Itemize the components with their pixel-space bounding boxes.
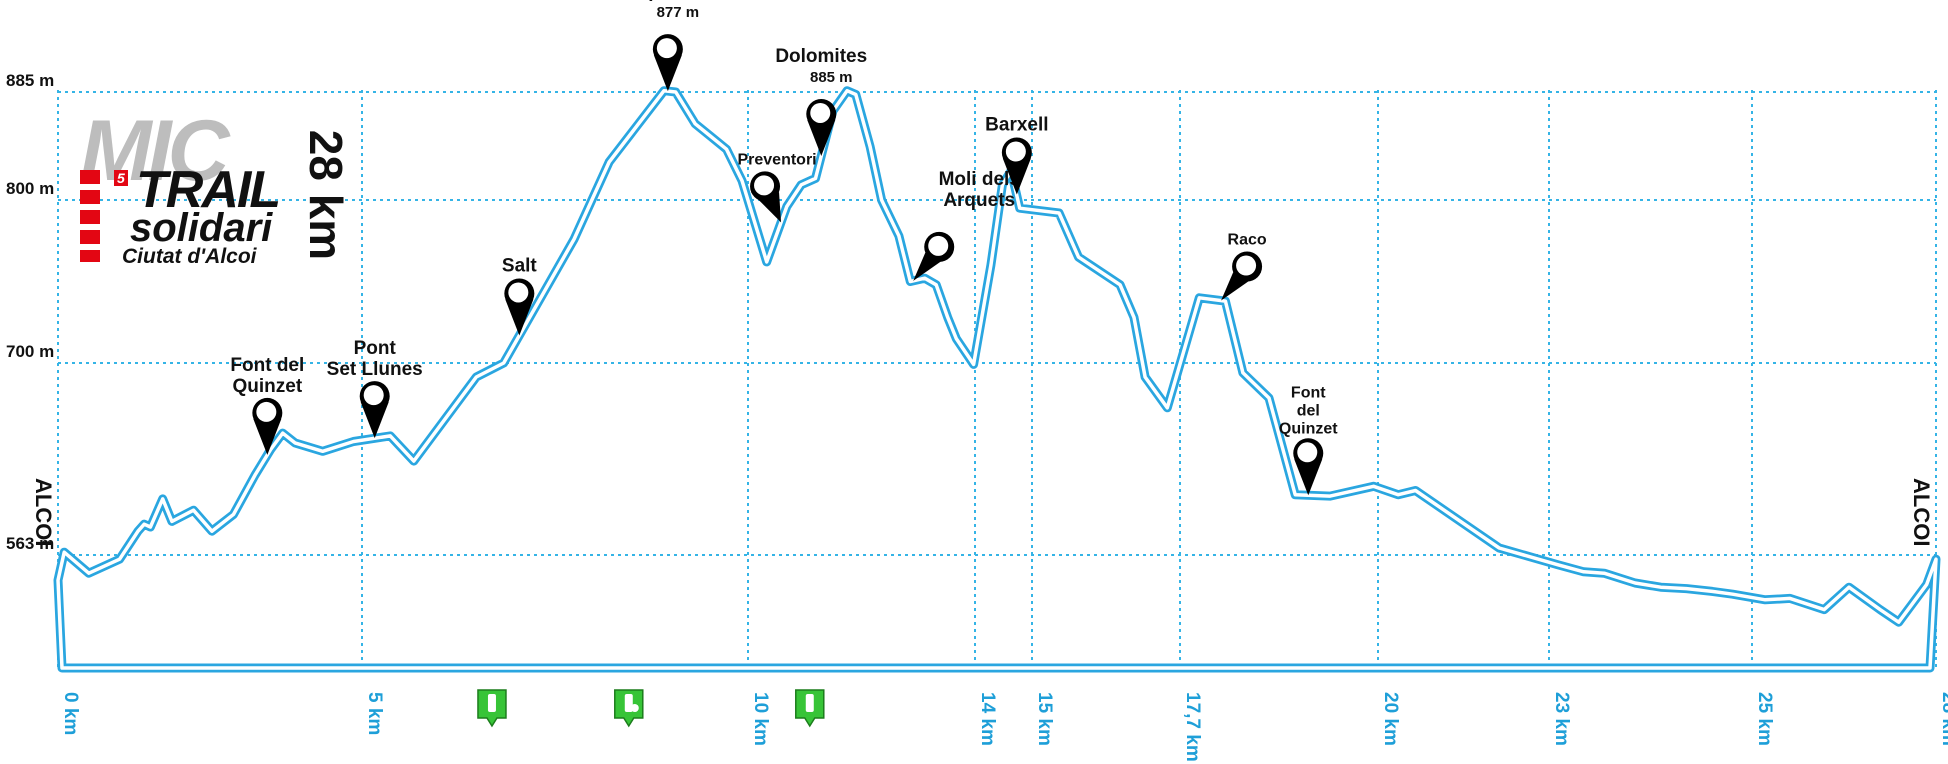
- waypoint-label: Arquets: [943, 190, 1015, 211]
- y-tick-label: 563 m: [6, 534, 54, 553]
- waypoint-label: del: [1297, 402, 1320, 419]
- x-tick-label: 17,7 km: [1182, 692, 1203, 762]
- pin-hole: [1005, 141, 1026, 162]
- waypoint-label: Font: [1291, 384, 1326, 401]
- x-tick-label: 28 km: [1938, 692, 1948, 746]
- distance-text: 28 km: [300, 129, 352, 261]
- x-tick-label: 25 km: [1754, 692, 1775, 746]
- profile-inner-line: [56, 88, 1938, 670]
- waypoint-label: Preventori: [737, 151, 816, 168]
- pin-hole: [928, 235, 949, 256]
- pin-tip: [360, 402, 389, 439]
- waypoint-pin: Preventori: [737, 151, 817, 223]
- logo-solidari: solidari: [130, 206, 273, 250]
- start-finish-labels: ALCOI ALCOI: [31, 478, 1934, 546]
- pin-hole: [754, 175, 775, 196]
- pin-tip: [653, 55, 682, 92]
- pin-tip: [253, 418, 282, 455]
- pin-hole: [363, 385, 384, 406]
- waypoint-label: Set Llunes: [327, 359, 423, 380]
- pin-tip: [1002, 158, 1031, 195]
- waypoint-pin: Raco: [1221, 232, 1267, 301]
- y-axis: 885 m 800 m 700 m 563 m: [6, 71, 54, 553]
- food-station-icon: [614, 689, 644, 728]
- waypoint-pin: Riquer Alt 877 m: [623, 0, 714, 92]
- x-axis: 0 km 5 km 10 km 14 km 15 km 17,7 km 20 km 23 km…: [60, 692, 1948, 762]
- waypoint-label: Salt: [502, 255, 538, 276]
- pin-hole: [1297, 442, 1318, 463]
- water-station-icon: [795, 689, 825, 728]
- logo-stripes: [80, 170, 100, 262]
- elevation-profile: [53, 86, 1941, 673]
- waypoint-label: Quinzet: [1279, 420, 1338, 437]
- waypoint-label: Quinzet: [233, 376, 303, 397]
- pin-hole: [656, 38, 677, 59]
- x-tick-label: 10 km: [750, 692, 771, 746]
- pin-hole: [256, 401, 277, 422]
- logo-trail: TRAIL: [136, 161, 281, 219]
- waypoint-label: Font del: [230, 355, 304, 376]
- event-logo: MIC 5 TRAIL solidari Ciutat d'Alcoi: [80, 108, 360, 268]
- y-tick-label: 700 m: [6, 342, 54, 361]
- pin-tip: [807, 119, 836, 156]
- logo-edition: 5: [114, 170, 128, 186]
- waypoint-pin: Barxell: [985, 114, 1049, 195]
- pin-tip: [1294, 459, 1323, 496]
- pin-tip: [505, 299, 534, 336]
- waypoint-markers: Riquer Alt 877 m Dolomites 885 m Preventori M…: [230, 0, 1338, 496]
- waypoint-pin: Salt: [502, 255, 538, 336]
- waypoint-pin: Dolomites 885 m: [775, 46, 867, 156]
- y-tick-label: 800 m: [6, 179, 54, 198]
- x-tick-label: 5 km: [364, 692, 385, 735]
- x-tick-label: 20 km: [1380, 692, 1401, 746]
- waypoint-label: Riquer Alt: [623, 0, 714, 2]
- waypoint-elevation: 877 m: [657, 4, 700, 21]
- distance-label: 28 km: [296, 120, 356, 270]
- end-label-alcoi: ALCOI: [31, 478, 56, 546]
- logo-ciutat: Ciutat d'Alcoi: [122, 245, 257, 268]
- water-station-icon: [477, 689, 507, 728]
- y-tick-label: 885 m: [6, 71, 54, 90]
- waypoint-label: Barxell: [985, 114, 1048, 135]
- x-tick-label: 0 km: [60, 692, 81, 735]
- x-tick-label: 15 km: [1034, 692, 1055, 746]
- aid-stations: [477, 689, 825, 728]
- waypoint-label: Moli dels: [939, 169, 1020, 190]
- end-label-alcoi: ALCOI: [1909, 478, 1934, 546]
- waypoint-elevation: 885 m: [810, 69, 853, 86]
- logo-mic: MIC: [80, 103, 230, 199]
- waypoint-label: Raco: [1228, 232, 1267, 249]
- x-tick-label: 14 km: [977, 692, 998, 746]
- x-tick-label: 23 km: [1551, 692, 1572, 746]
- pin-hole: [508, 282, 529, 303]
- pin-hole: [1236, 255, 1257, 276]
- waypoint-label: Dolomites: [775, 46, 867, 67]
- pin-hole: [810, 102, 831, 123]
- waypoint-label: Pont: [354, 338, 397, 359]
